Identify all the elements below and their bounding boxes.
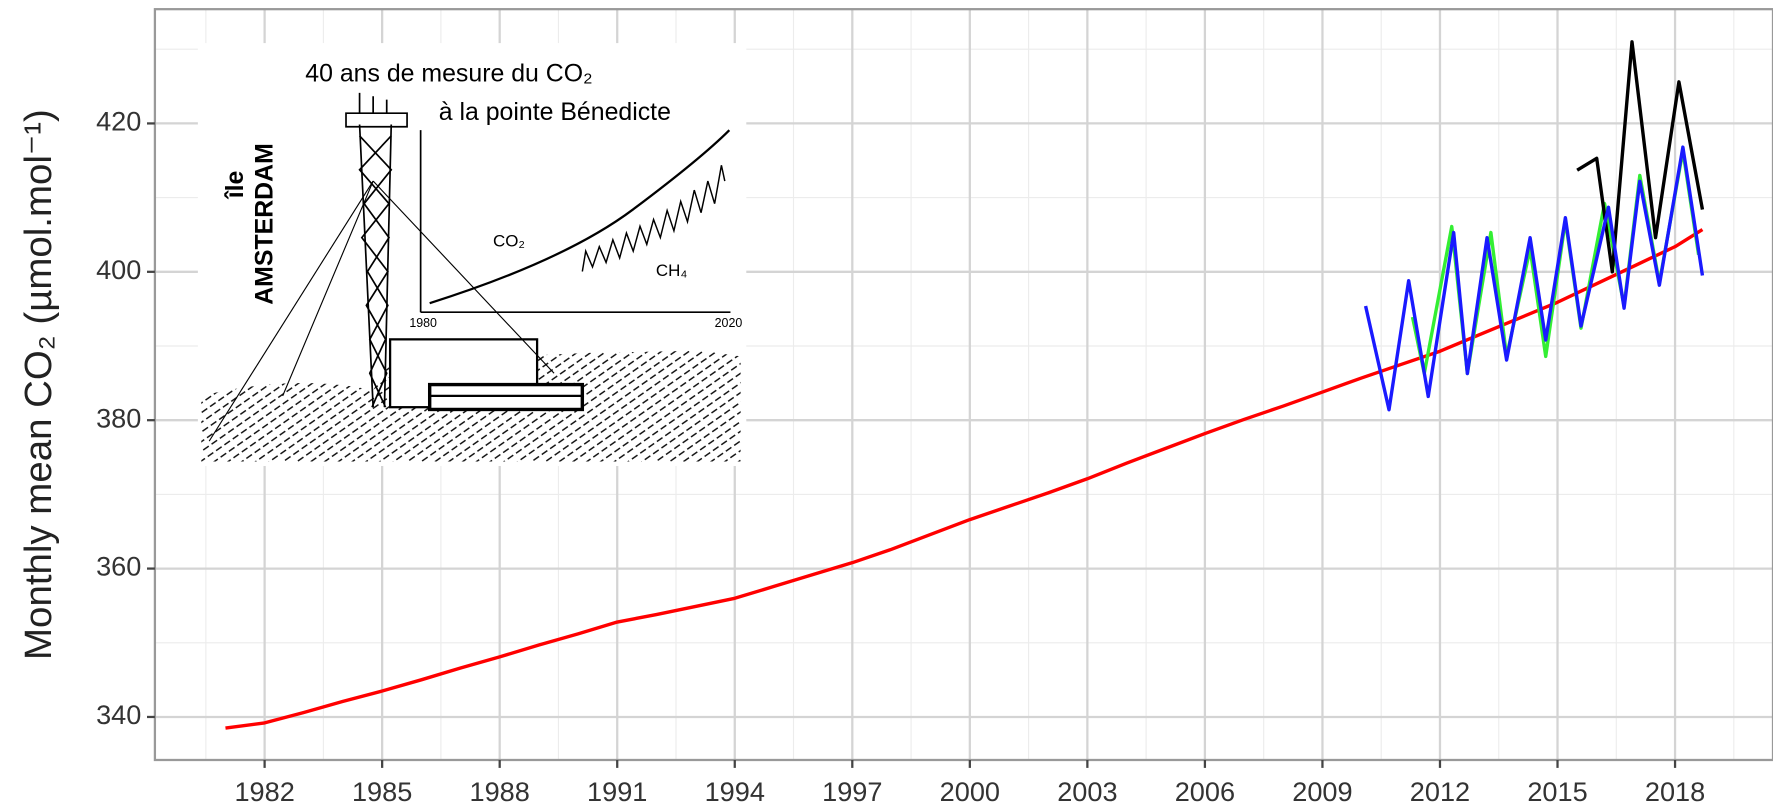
- x-tick-label: 1985: [352, 776, 412, 807]
- x-tick-label: 2009: [1292, 776, 1352, 807]
- series-line: [225, 228, 1704, 730]
- inset-title: 40 ans de mesure du CO₂: [305, 59, 592, 87]
- x-tick-label: 2003: [1057, 776, 1117, 807]
- inset-island-name: AMSTERDAM: [250, 143, 278, 305]
- x-tick-label: 1991: [587, 776, 647, 807]
- x-tick-label: 1988: [470, 776, 530, 807]
- y-tick-label: 420: [96, 106, 141, 137]
- inset-island: île: [221, 171, 249, 200]
- x-tick-label: 1997: [822, 776, 882, 807]
- y-tick-label: 380: [96, 402, 141, 433]
- inset-ch4-label: CH₄: [656, 261, 687, 280]
- x-tick-label: 2018: [1645, 776, 1705, 807]
- y-tick-label: 360: [96, 551, 141, 582]
- y-tick-label: 400: [96, 254, 141, 285]
- inset-illustration: 40 ans de mesure du CO₂ à la pointe Béne…: [197, 43, 747, 466]
- x-tick-label: 2000: [940, 776, 1000, 807]
- y-tick-label: 340: [96, 699, 141, 730]
- x-tick-label: 2012: [1410, 776, 1470, 807]
- inset-chart: [419, 129, 731, 314]
- grid: [154, 9, 1773, 760]
- x-tick-label: 1994: [705, 776, 765, 807]
- series-line: [1576, 40, 1705, 274]
- x-tick-label: 2006: [1175, 776, 1235, 807]
- tower: [208, 92, 555, 442]
- inset-x-end: 2020: [715, 316, 743, 330]
- series-line: [1363, 145, 1705, 412]
- lines: [225, 40, 1705, 730]
- x-tick-label: 1982: [234, 776, 294, 807]
- inset-x-start: 1980: [409, 316, 437, 330]
- panel-border: [153, 8, 1773, 762]
- inset-subtitle: à la pointe Bénedicte: [439, 98, 671, 126]
- axes: 1982 1985 1988 1991 1994 1997 2000 2003 2006 2009…: [96, 106, 1705, 807]
- x-tick-label: 2015: [1527, 776, 1587, 807]
- inset-co2-label: CO₂: [493, 232, 525, 251]
- y-axis-title: Monthly mean CO₂ (µmol.mol⁻¹): [17, 109, 60, 660]
